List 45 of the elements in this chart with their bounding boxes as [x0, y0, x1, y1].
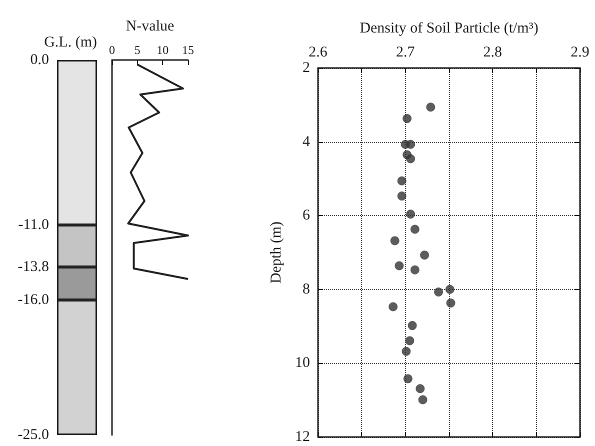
y-tick-label: -16.0 [18, 292, 49, 308]
x-tick-label: 10 [156, 43, 169, 57]
point [410, 265, 420, 274]
point [406, 154, 416, 164]
point [402, 114, 412, 124]
point [406, 210, 416, 219]
point [394, 261, 404, 270]
y-axis-title: Depth (m) [268, 221, 285, 284]
y-tick-label: 0.0 [30, 52, 49, 68]
point [420, 250, 430, 260]
x-tick-label: 15 [182, 43, 194, 57]
point [388, 302, 398, 312]
point [390, 236, 400, 246]
y-axis-title: G.L. (m) [44, 34, 97, 50]
y-tick-label: -25.0 [18, 427, 49, 443]
x-axis-title: Density of Soil Particle (t/m³) [360, 20, 538, 36]
point [403, 374, 412, 384]
point [426, 102, 436, 112]
point [434, 287, 444, 296]
y-tick-label: -13.8 [18, 259, 49, 275]
y-tick-label: 8 [302, 281, 310, 298]
point [445, 284, 454, 294]
point [416, 384, 425, 394]
point [410, 224, 420, 234]
y-tick-label: 4 [302, 134, 310, 150]
y-tick-label: 10 [295, 355, 310, 372]
point [402, 346, 411, 356]
y-tick-label: 12 [295, 429, 310, 445]
point [408, 321, 417, 330]
x-tick-label: 2.9 [570, 44, 590, 60]
x-tick-label: 5 [134, 43, 140, 57]
x-tick-label: 2.7 [396, 44, 416, 60]
x-tick-label: 2.8 [483, 44, 502, 60]
x-tick-label: 2.6 [308, 44, 328, 60]
point [418, 395, 428, 404]
point [405, 336, 414, 346]
y-tick-label: 6 [302, 208, 310, 224]
point [397, 176, 406, 186]
point [406, 140, 416, 149]
x-axis-title: N-value [126, 18, 174, 34]
y-tick-label: -11.0 [18, 217, 49, 233]
y-tick-label: 2 [302, 60, 310, 76]
point [446, 298, 456, 308]
x-tick-label: 0 [109, 43, 115, 57]
point [397, 192, 406, 201]
